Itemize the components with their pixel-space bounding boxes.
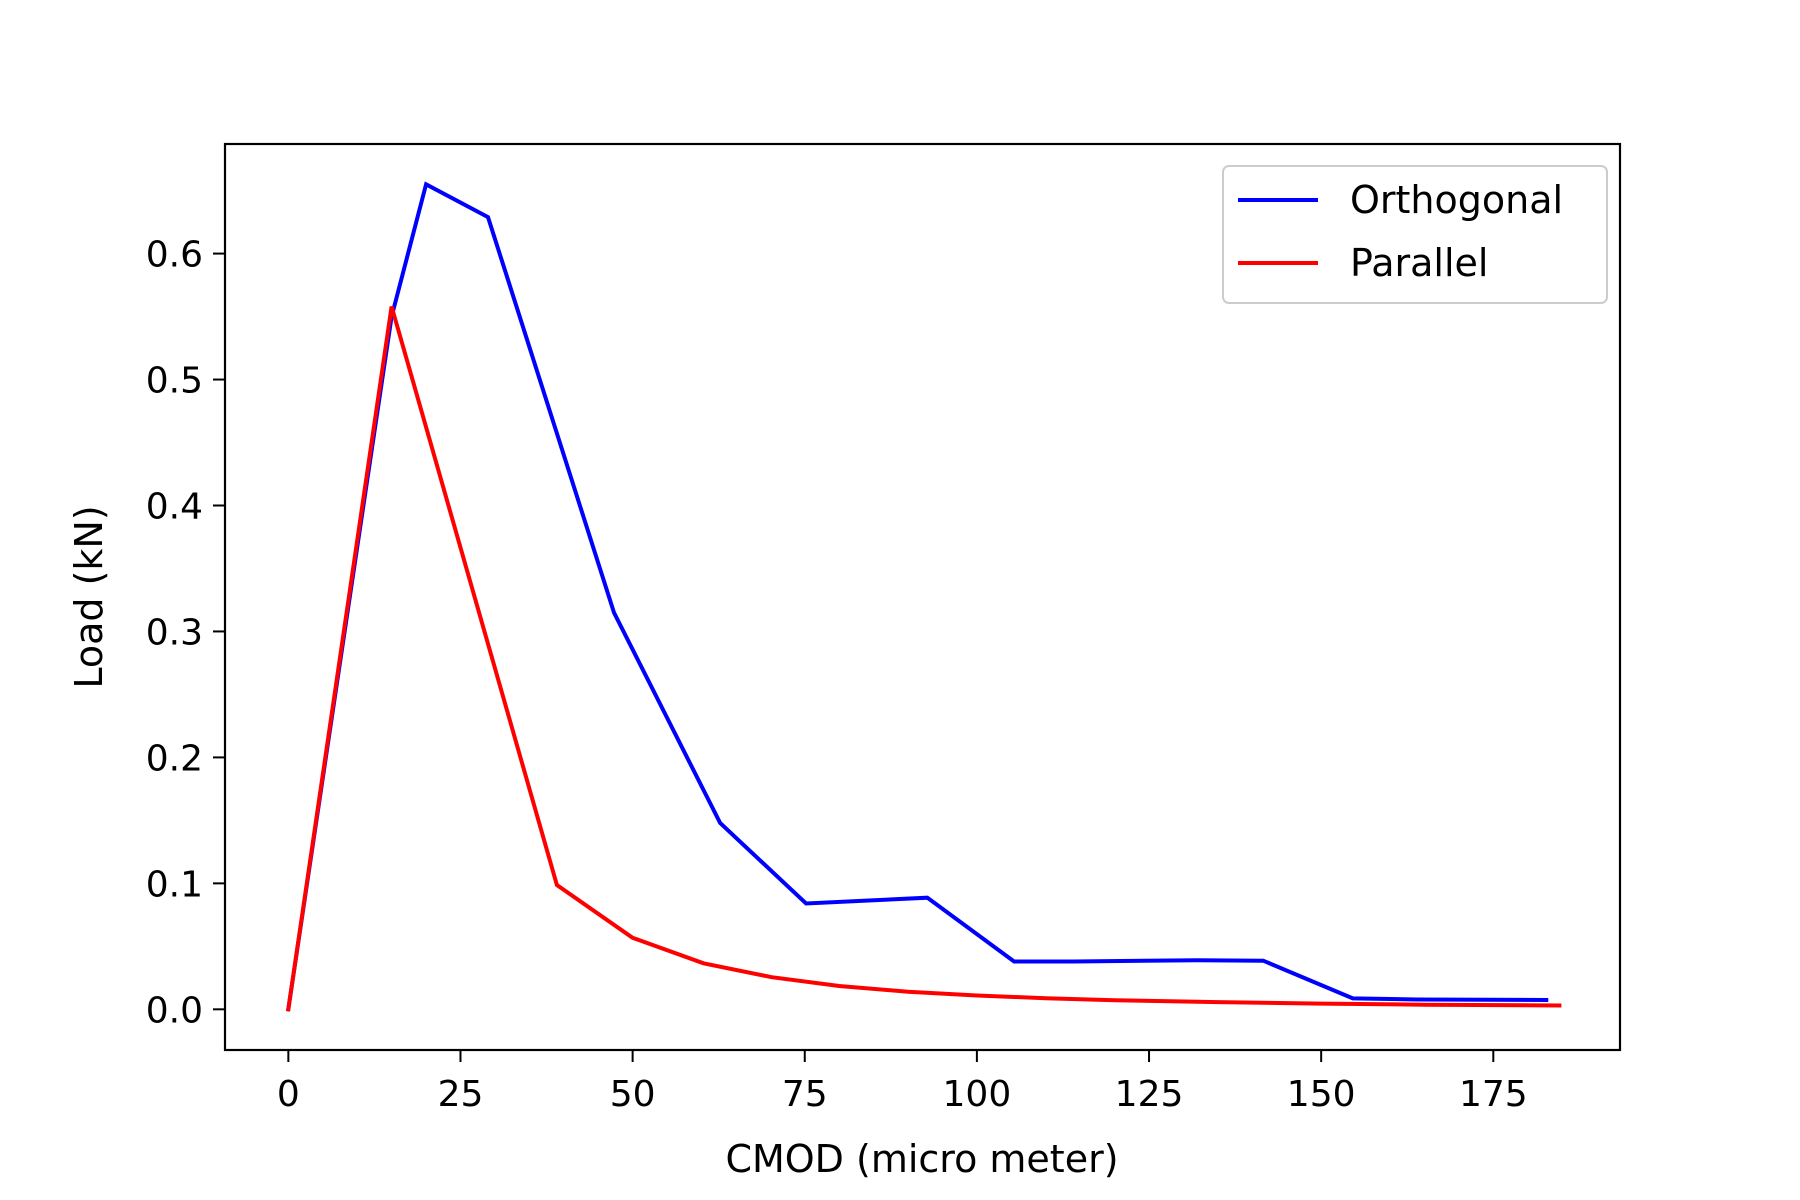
x-axis: 0 25 50 75 100 125 150 175: [277, 1050, 1528, 1115]
x-tick-label: 50: [610, 1074, 656, 1115]
x-tick-label: 100: [943, 1074, 1012, 1115]
legend: Orthogonal Parallel: [1222, 165, 1608, 304]
series-line-parallel: [286, 305, 1562, 1012]
x-tick-label: 75: [782, 1074, 828, 1115]
x-tick-label: 0: [277, 1074, 300, 1115]
legend-label-orthogonal: Orthogonal: [1350, 178, 1563, 222]
y-tick-label: 0.5: [146, 361, 203, 402]
x-tick-label: 175: [1459, 1074, 1528, 1115]
y-axis-label: Load (kN): [67, 505, 111, 688]
series-line-orthogonal: [286, 181, 1549, 1012]
y-tick-label: 0.0: [146, 990, 203, 1031]
y-axis: 0.0 0.1 0.2 0.3 0.4 0.5 0.6: [146, 235, 225, 1031]
y-tick-label: 0.1: [146, 864, 203, 905]
legend-label-parallel: Parallel: [1350, 241, 1488, 285]
y-tick-label: 0.3: [146, 612, 203, 653]
y-tick-label: 0.4: [146, 486, 203, 527]
plot-area: [286, 181, 1562, 1012]
x-tick-label: 125: [1115, 1074, 1184, 1115]
x-tick-label: 25: [438, 1074, 484, 1115]
legend-box: [1222, 165, 1608, 304]
y-tick-label: 0.6: [146, 235, 203, 276]
x-axis-label: CMOD (micro meter): [725, 1137, 1118, 1181]
axes-frame: [223, 142, 1622, 1052]
x-tick-label: 150: [1287, 1074, 1356, 1115]
y-tick-label: 0.2: [146, 738, 203, 779]
